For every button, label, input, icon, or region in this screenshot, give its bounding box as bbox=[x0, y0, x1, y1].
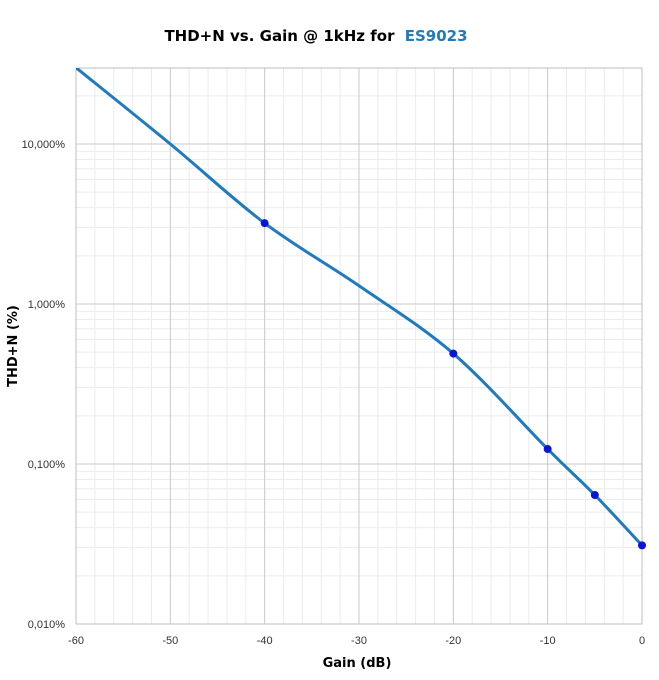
x-tick-label: -10 bbox=[540, 635, 556, 647]
data-point bbox=[638, 541, 646, 550]
chart-title-highlight: ES9023 bbox=[405, 27, 468, 45]
x-axis-tick-labels: -60 -50 -40 -30 -20 -10 0 bbox=[68, 635, 645, 647]
data-point bbox=[260, 219, 269, 228]
x-axis-title: Gain (dB) bbox=[323, 656, 392, 671]
y-axis-title: THD+N (%) bbox=[6, 305, 21, 387]
x-tick-label: -30 bbox=[351, 635, 367, 647]
y-axis-tick-labels: 0,010% 0,100% 1,000% 10,000% bbox=[22, 139, 66, 631]
chart-title-main: THD+N vs. Gain @ 1kHz for bbox=[164, 27, 395, 45]
series-line bbox=[76, 68, 642, 547]
data-point bbox=[449, 349, 458, 358]
y-tick-label: 0,010% bbox=[28, 619, 66, 631]
x-tick-label: -40 bbox=[257, 635, 273, 647]
data-point bbox=[590, 491, 599, 500]
x-tick-label: -50 bbox=[162, 635, 178, 647]
series-layer bbox=[76, 68, 646, 550]
x-tick-label: -60 bbox=[68, 635, 84, 647]
chart-title: THD+N vs. Gain @ 1kHz for ES9023 bbox=[164, 27, 467, 45]
y-tick-label: 1,000% bbox=[28, 299, 66, 311]
y-tick-label: 0,100% bbox=[28, 459, 66, 471]
plot-area bbox=[75, 67, 643, 625]
x-tick-label: 0 bbox=[639, 635, 645, 647]
x-tick-label: -20 bbox=[445, 635, 461, 647]
data-point bbox=[543, 445, 552, 454]
y-tick-label: 10,000% bbox=[22, 139, 66, 151]
